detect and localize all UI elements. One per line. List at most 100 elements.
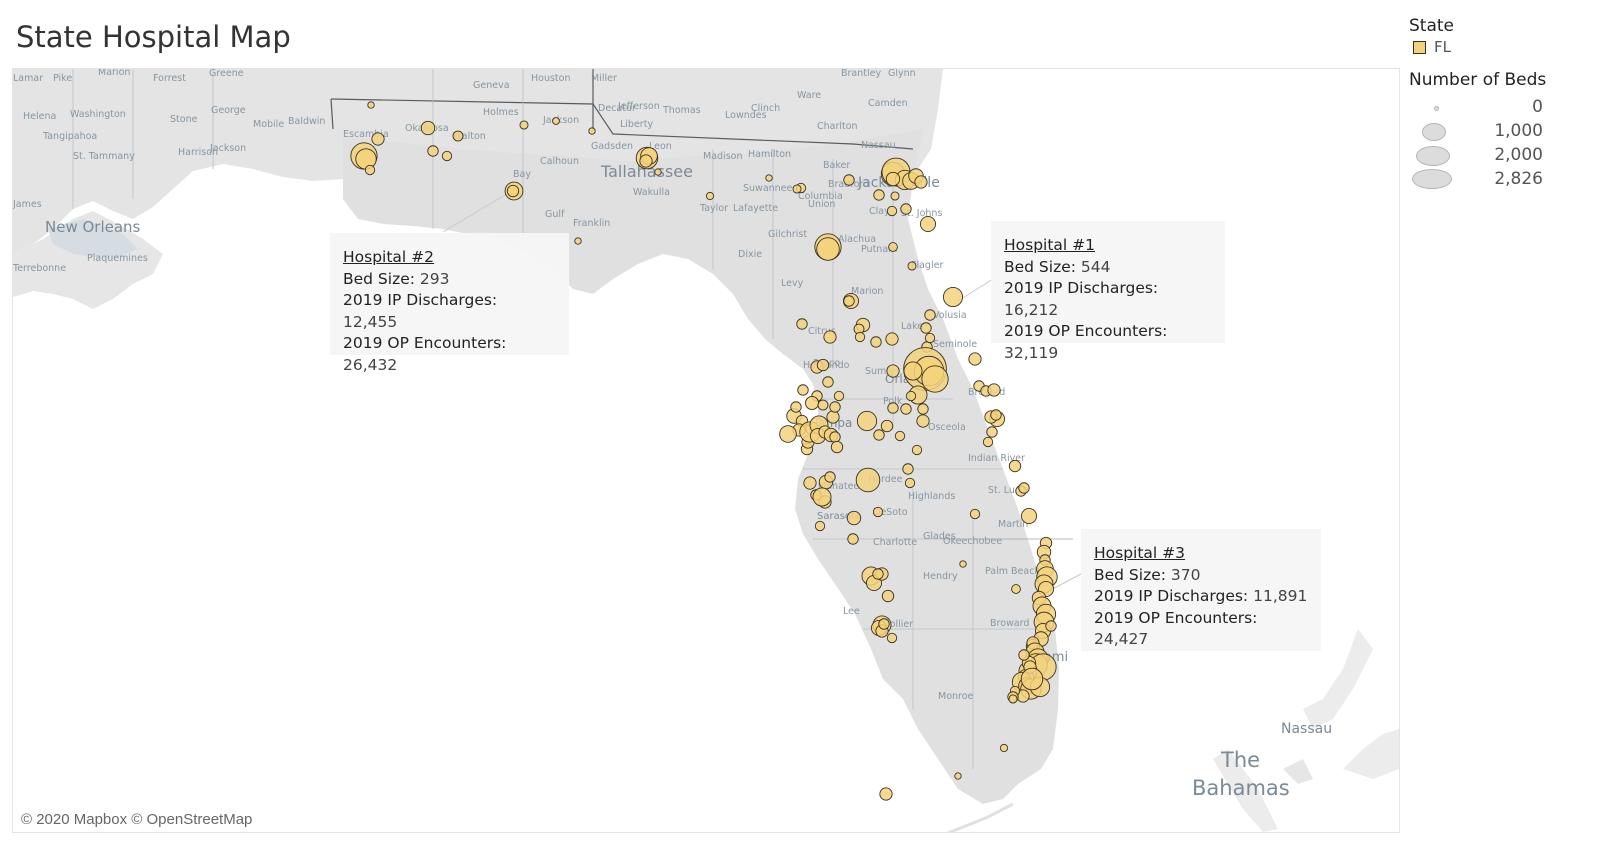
hospital-marker[interactable] [1008, 694, 1018, 704]
hospital-marker[interactable] [872, 568, 884, 580]
hospital-marker[interactable] [1011, 584, 1021, 594]
hospital-marker[interactable] [894, 430, 906, 442]
hospital-marker[interactable] [873, 429, 885, 441]
hospital-marker[interactable] [705, 191, 715, 201]
hospital-marker[interactable] [904, 477, 916, 489]
hospital-marker[interactable] [371, 132, 385, 146]
hospital-marker[interactable] [987, 383, 1001, 397]
hospital-marker[interactable] [1008, 459, 1022, 473]
hospital-marker[interactable] [797, 384, 809, 396]
hospital-marker[interactable] [900, 203, 912, 215]
hospital-marker[interactable] [886, 364, 900, 378]
hospital-marker[interactable] [879, 787, 893, 801]
hospital-marker[interactable] [969, 508, 981, 520]
hospital-marker[interactable] [1020, 507, 1038, 525]
hospital-marker[interactable] [905, 390, 917, 402]
hospital-marker[interactable] [986, 426, 998, 438]
hospital-marker[interactable] [954, 772, 962, 780]
hospital-marker[interactable] [816, 358, 830, 372]
hospital-marker[interactable] [917, 403, 929, 415]
hospital-marker[interactable] [914, 175, 928, 189]
hospital-marker[interactable] [855, 467, 881, 493]
hospital-marker[interactable] [639, 154, 653, 168]
hospital-marker[interactable] [790, 401, 802, 413]
hospital-marker[interactable] [903, 361, 923, 381]
hospital-marker[interactable] [942, 286, 964, 308]
hospital-marker[interactable] [364, 164, 376, 176]
hospital-marker[interactable] [1018, 649, 1030, 661]
hospital-marker[interactable] [888, 242, 898, 252]
hospital-marker[interactable] [920, 322, 932, 334]
hospital-marker[interactable] [919, 215, 937, 233]
hospital-marker[interactable] [796, 318, 808, 330]
hospital-marker[interactable] [907, 261, 917, 271]
hospital-marker[interactable] [902, 463, 914, 475]
hospital-marker[interactable] [829, 431, 841, 443]
hospital-marker[interactable] [519, 120, 529, 130]
hospital-marker[interactable] [1020, 667, 1044, 691]
hospital-marker[interactable] [829, 401, 841, 413]
hospital-marker[interactable] [805, 396, 819, 410]
hospital-marker[interactable] [822, 376, 834, 388]
hospital-marker[interactable] [574, 237, 582, 245]
hospital-marker[interactable] [959, 560, 967, 568]
hospital-marker[interactable] [924, 332, 936, 344]
hospital-marker[interactable] [885, 332, 899, 346]
hospital-marker[interactable] [427, 145, 439, 157]
map-view[interactable]: New Orleans Tallahassee Jacksonville Tam… [12, 68, 1400, 833]
map-canvas[interactable]: New Orleans Tallahassee Jacksonville Tam… [13, 69, 1399, 832]
hospital-marker[interactable] [887, 402, 899, 414]
hospital-marker[interactable] [999, 743, 1009, 753]
hospital-marker[interactable] [803, 476, 817, 490]
hospital-marker[interactable] [843, 295, 855, 307]
legend-size-item[interactable]: 2,826 [1409, 168, 1599, 192]
hospital-marker[interactable] [1045, 620, 1057, 632]
hospital-marker[interactable] [779, 425, 797, 443]
hospital-marker[interactable] [924, 309, 936, 321]
hospital-marker[interactable] [886, 632, 898, 644]
hospital-marker[interactable] [968, 352, 982, 366]
legend-size-item[interactable]: 1,000 [1409, 120, 1599, 144]
hospital-marker[interactable] [441, 150, 453, 162]
hospital-marker[interactable] [990, 409, 1002, 421]
hospital-marker[interactable] [830, 440, 844, 454]
hospital-marker[interactable] [872, 506, 884, 518]
hospital-marker[interactable] [833, 390, 845, 402]
legend-size-item[interactable]: 0 [1409, 96, 1599, 120]
hospital-marker[interactable] [870, 336, 882, 348]
hospital-marker[interactable] [885, 171, 901, 187]
hospital-marker[interactable] [916, 414, 930, 428]
hospital-marker[interactable] [816, 237, 840, 261]
hospital-marker[interactable] [823, 330, 837, 344]
legend-panel[interactable]: State FL Number of Beds 0 1,000 2,000 2,… [1409, 16, 1599, 192]
hospital-marker[interactable] [900, 403, 912, 415]
hospital-markers[interactable] [350, 101, 1058, 801]
map-attribution[interactable]: © 2020 Mapbox © OpenStreetMap [21, 811, 253, 828]
hospital-marker[interactable] [846, 510, 862, 526]
hospital-marker[interactable] [921, 365, 949, 393]
hospital-marker[interactable] [824, 471, 836, 483]
hospital-marker[interactable] [878, 618, 890, 630]
hospital-marker[interactable] [452, 130, 464, 142]
hospital-marker[interactable] [982, 436, 994, 448]
hospital-marker[interactable] [826, 410, 840, 424]
hospital-marker[interactable] [588, 127, 596, 135]
hospital-marker[interactable] [886, 205, 898, 217]
hospital-marker[interactable] [654, 168, 662, 176]
hospital-marker[interactable] [847, 533, 859, 545]
hospital-marker[interactable] [506, 184, 520, 198]
hospital-marker[interactable] [812, 487, 832, 507]
hospital-marker[interactable] [1018, 482, 1030, 494]
hospital-marker[interactable] [552, 117, 560, 125]
hospital-marker[interactable] [880, 419, 894, 433]
hospital-marker[interactable] [843, 174, 855, 186]
hospital-marker[interactable] [854, 331, 866, 343]
hospital-marker[interactable] [881, 589, 895, 603]
hospital-marker[interactable] [890, 191, 900, 201]
hospital-marker[interactable] [367, 101, 375, 109]
hospital-marker[interactable] [420, 120, 436, 136]
hospital-marker[interactable] [817, 399, 829, 411]
hospital-marker[interactable] [765, 174, 773, 182]
legend-state-item-fl[interactable]: FL [1409, 38, 1599, 56]
hospital-marker[interactable] [873, 189, 885, 201]
